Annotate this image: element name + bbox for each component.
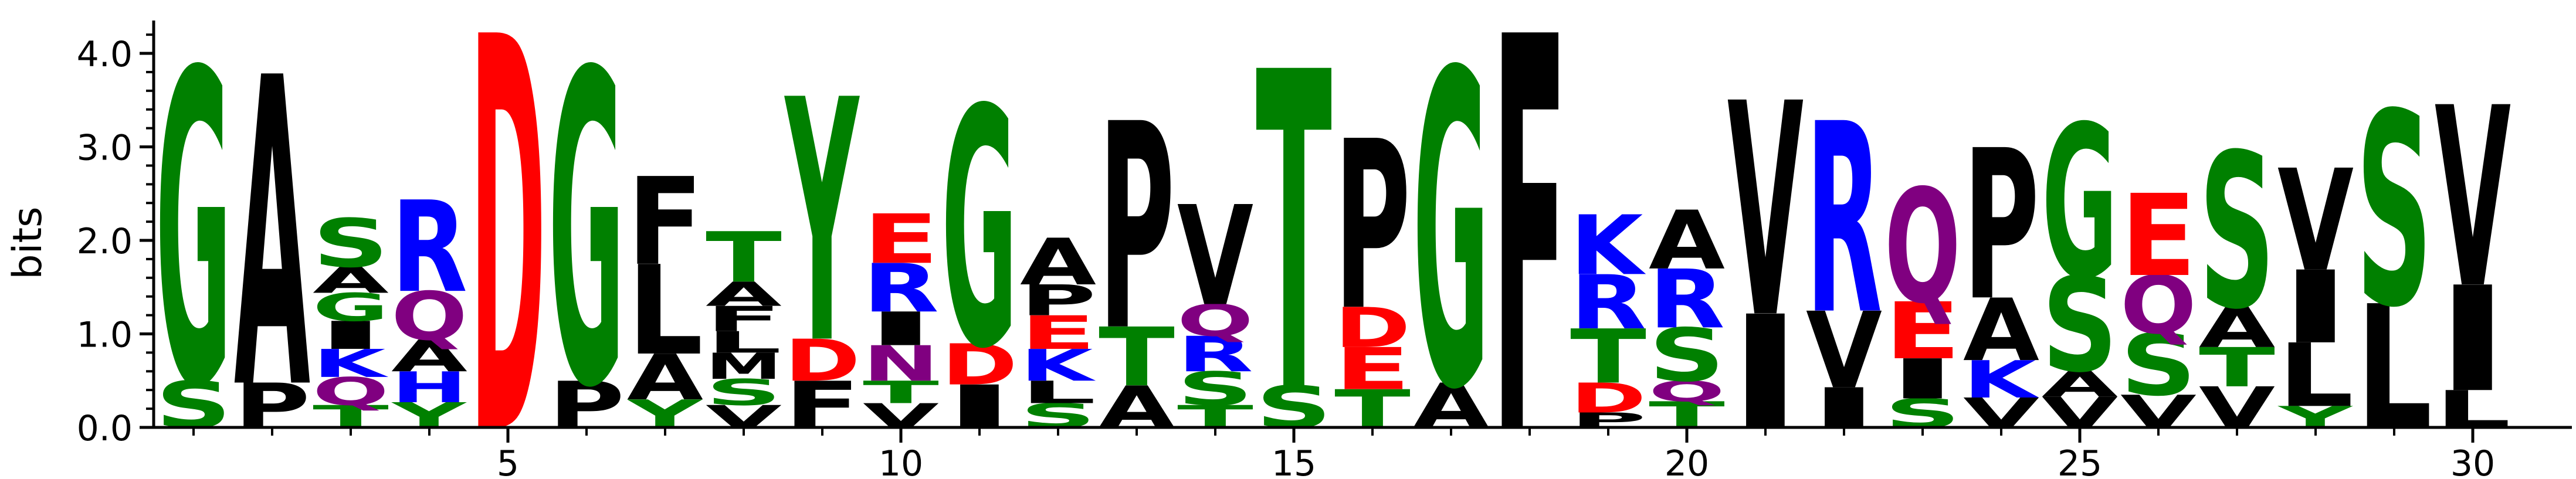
logo-letter: L [2277, 325, 2354, 427]
logo-letter: A [2042, 364, 2118, 405]
logo-letter: A [1963, 281, 2039, 381]
logo-letter: P [1099, 63, 1175, 393]
y-tick-label: 3.0 [77, 128, 133, 169]
logo-letter: N [863, 336, 939, 393]
logo-letter: E [1020, 307, 1096, 360]
x-tick-label: 5 [497, 443, 519, 479]
logo-letter: T [1099, 311, 1175, 405]
logo-letter: E [1884, 286, 1961, 377]
logo-letter: I [313, 314, 389, 358]
logo-letter: E [863, 201, 939, 280]
logo-letter: Q [1649, 375, 1725, 408]
logo-letter: V [1806, 290, 1882, 412]
logo-letter: P [1020, 276, 1096, 325]
logo-letter: F [1492, 0, 1568, 479]
logo-letter: P [1334, 93, 1411, 362]
logo-letter: I [863, 303, 939, 356]
logo-letter: R [1806, 69, 1882, 372]
x-tick-label: 25 [2058, 443, 2102, 479]
logo-letter: F [627, 152, 703, 293]
logo-letter: D [784, 327, 860, 394]
y-tick-label: 2.0 [77, 221, 133, 262]
y-tick-label: 0.0 [77, 408, 133, 449]
logo-letter: G [1413, 0, 1489, 479]
logo-letter: G [313, 286, 389, 330]
logo-letter: G [2042, 81, 2118, 326]
logo-letter: S [2042, 250, 2118, 401]
logo-letter: A [391, 331, 467, 382]
x-tick-label: 20 [1665, 443, 1709, 479]
x-tick-label: 30 [2450, 443, 2495, 479]
logo-letter: Q [313, 369, 389, 414]
logo-letter: Q [391, 278, 467, 355]
logo-letter: V [2277, 140, 2354, 303]
logo-letter: H [391, 363, 467, 412]
logo-letter: D [470, 0, 546, 479]
logo-letter: A [706, 275, 782, 314]
logo-letter: Q [2120, 260, 2197, 352]
axes: 0.0 1.0 2.0 3.0 4.0 5 10 15 20 25 30 bits [5, 21, 2572, 479]
logo-letter: S [2120, 316, 2197, 415]
logo-letter: R [1570, 260, 1646, 346]
logo-letter: A [313, 260, 389, 301]
logo-letter: L [1020, 375, 1096, 410]
logo-letter: A [2199, 295, 2275, 361]
logo-letter: G [155, 0, 232, 479]
logo-letter: R [863, 249, 939, 327]
logo-letter: Y [784, 30, 860, 417]
logo-letter: R [1649, 253, 1725, 346]
logo-letter: S [706, 372, 782, 413]
y-axis-ticks: 0.0 1.0 2.0 3.0 4.0 [77, 33, 154, 449]
logo-letter: K [1963, 350, 2039, 409]
logo-letter: F [706, 299, 782, 339]
logo-letter: T [1570, 314, 1646, 400]
logo-letter: G [941, 40, 1018, 421]
logo-letter: R [391, 175, 467, 321]
logo-letter: V [2435, 55, 2511, 342]
logo-letter: S [1649, 313, 1725, 398]
y-tick-label: 4.0 [77, 34, 133, 75]
logo-letter: A [627, 341, 703, 415]
logo-letter: E [2120, 171, 2197, 302]
logo-letter: E [1334, 335, 1411, 403]
logo-letter: A [1649, 194, 1725, 288]
logo-letter: S [2356, 57, 2432, 366]
logo-letter: T [1256, 0, 1333, 479]
logo-letter: L [627, 239, 703, 382]
x-tick-label: 10 [879, 443, 923, 479]
logo-letter: I [1884, 348, 1961, 412]
logo-letter: G [548, 0, 625, 479]
logo-letter: P [1963, 106, 2039, 346]
logo-letter: Q [1177, 295, 1253, 346]
logo-letter: D [1570, 374, 1646, 422]
logo-letter: S [2199, 108, 2275, 356]
y-tick-label: 1.0 [77, 315, 133, 356]
logo-letter: Q [1884, 157, 1961, 338]
logo-letter: S [313, 205, 389, 283]
logo-letter: T [863, 375, 939, 410]
logo-letter: L [706, 325, 782, 360]
logo-letter: K [313, 341, 389, 386]
logo-letter: T [706, 218, 782, 298]
logo-letter: I [2277, 250, 2354, 366]
logo-letter: K [1570, 198, 1646, 294]
logo-letter: A [234, 0, 311, 479]
logo-letter: V [1177, 176, 1253, 336]
logo-letter: M [706, 346, 782, 388]
logo-letter: K [1020, 341, 1096, 391]
y-axis-label: bits [5, 206, 51, 279]
logo-letter: D [941, 332, 1018, 398]
logo-letter: I [2435, 256, 2511, 424]
logo-letter: R [1177, 327, 1253, 383]
x-axis-ticks: 5 10 15 20 25 30 [192, 427, 2495, 479]
logo-letter: V [1727, 42, 1804, 383]
logo-letter: S [1177, 362, 1253, 416]
logo-letter: D [1334, 296, 1411, 360]
x-tick-label: 15 [1272, 443, 1316, 479]
logo-letter: T [2199, 337, 2275, 399]
logo-letter: A [1020, 226, 1096, 300]
